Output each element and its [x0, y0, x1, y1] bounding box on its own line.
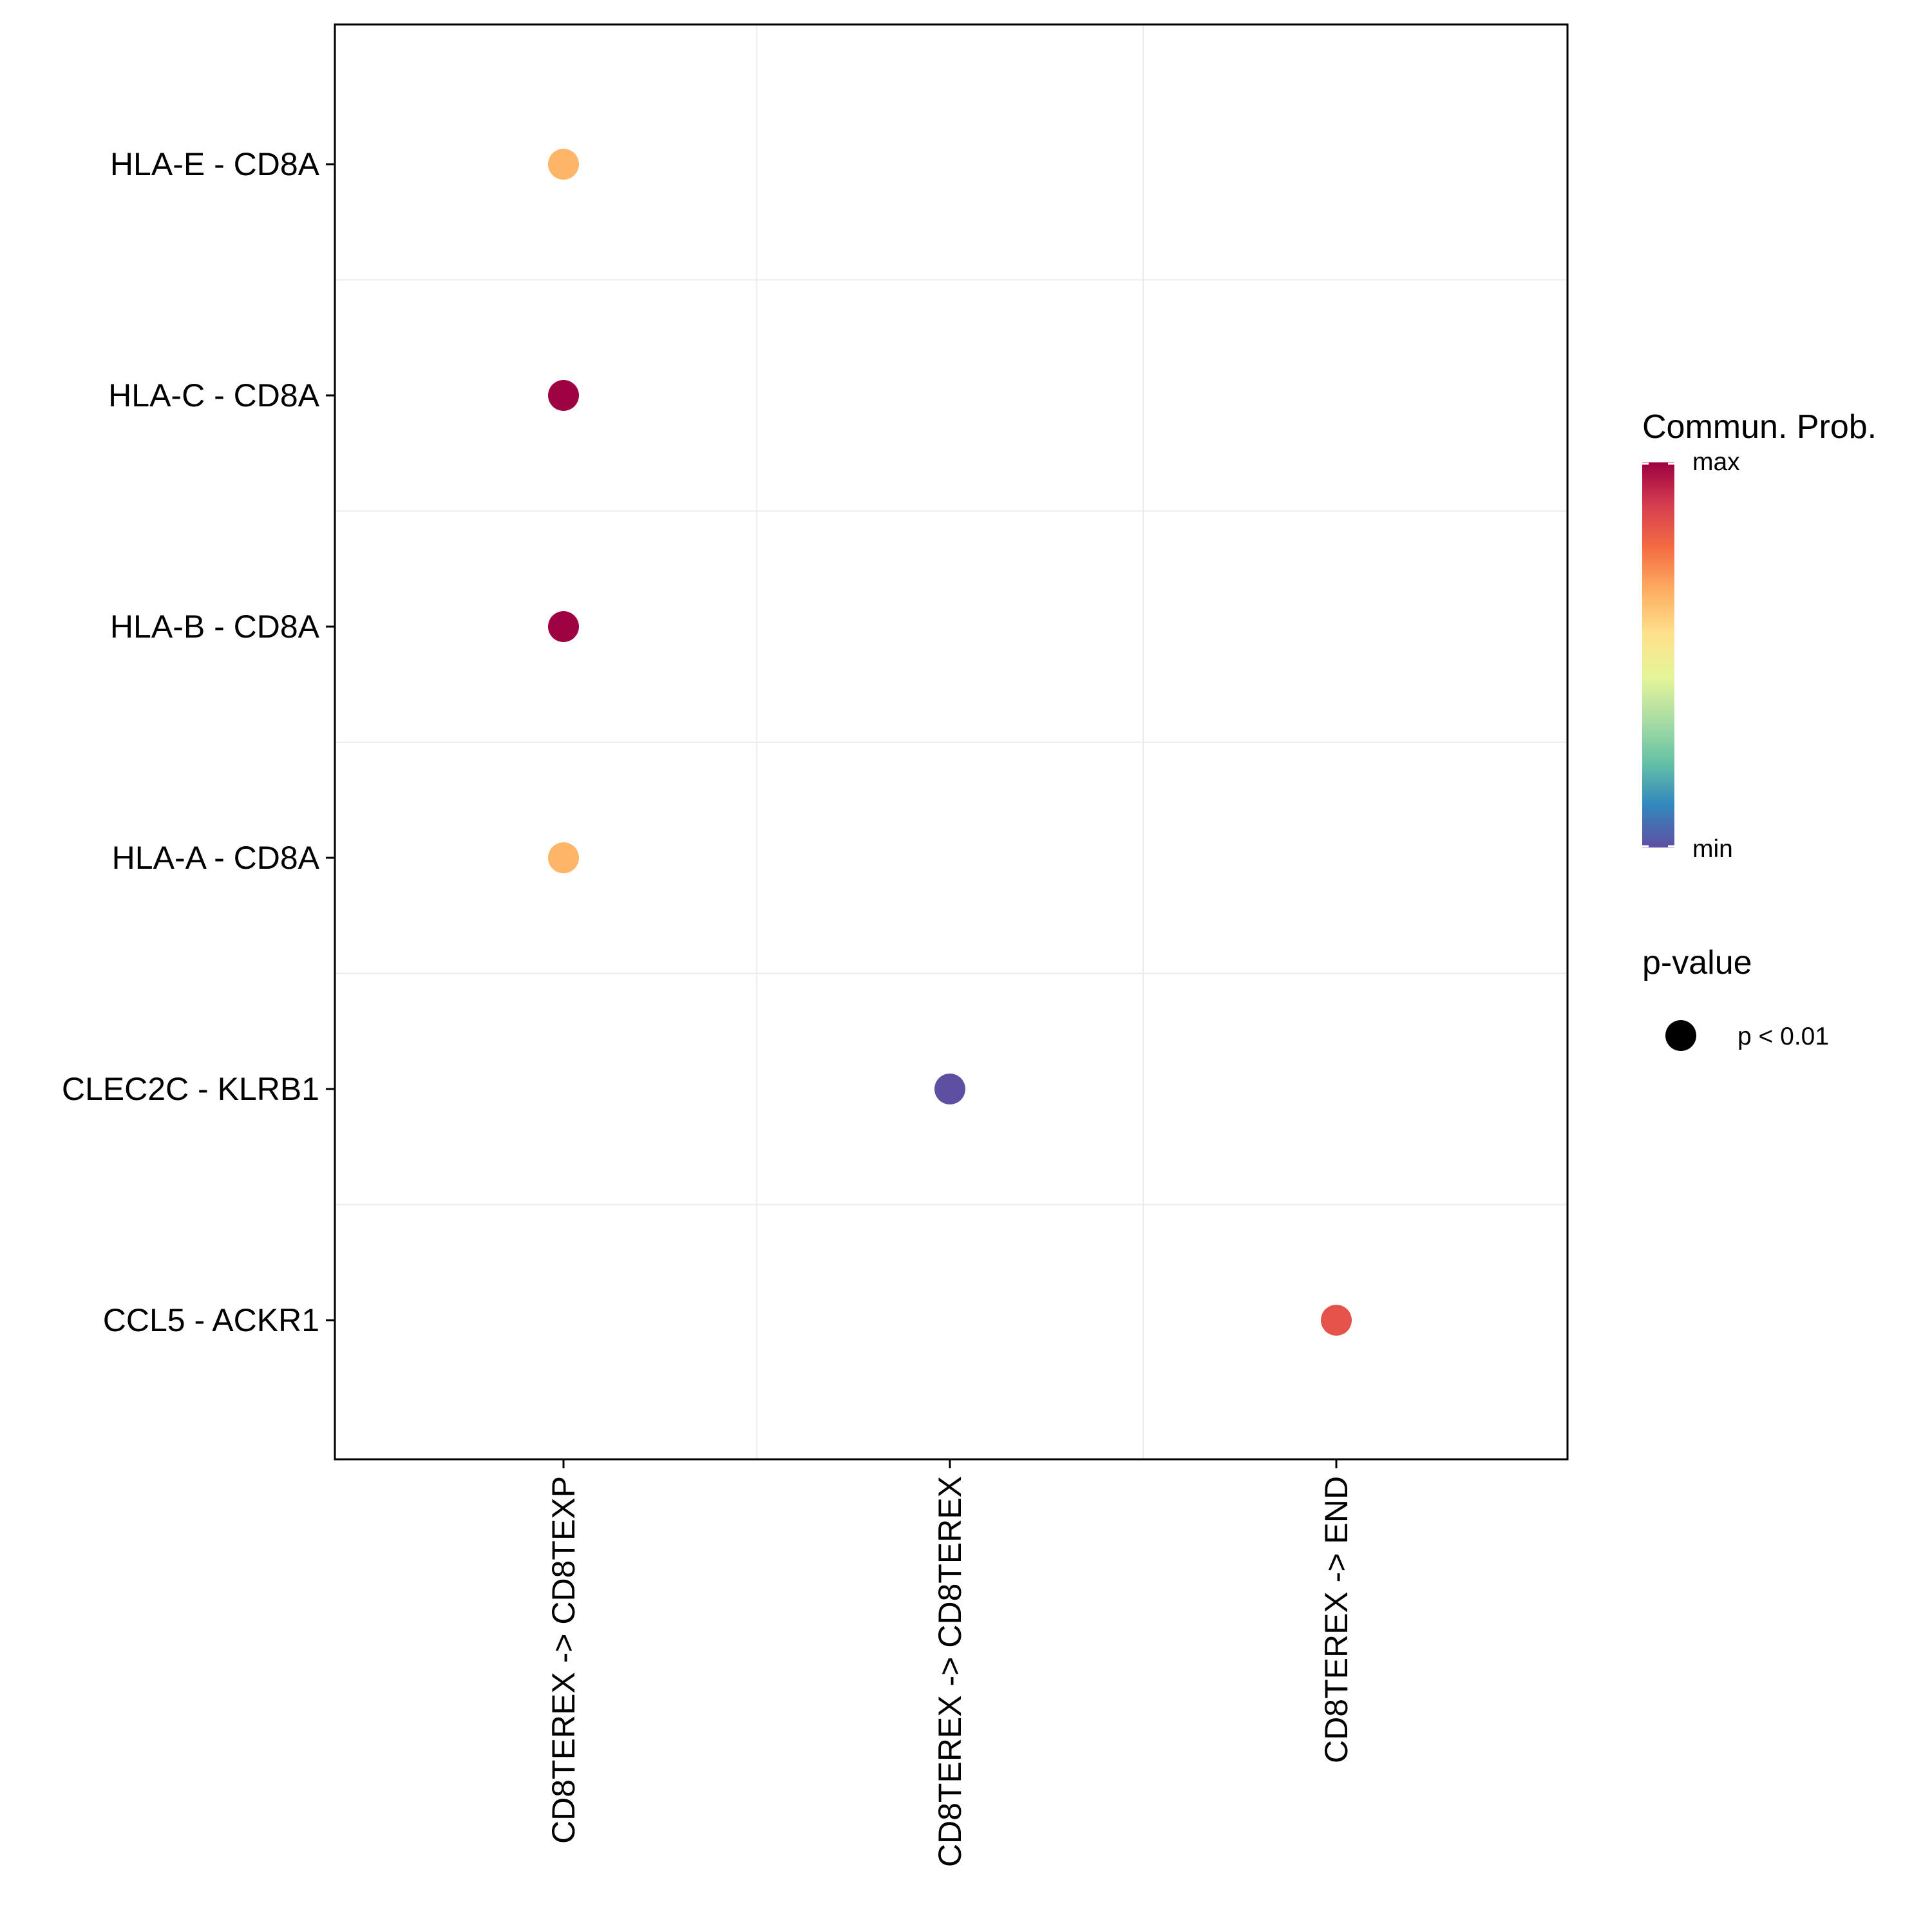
size-legend-label: p < 0.01	[1738, 1023, 1829, 1050]
color-legend-min-label: min	[1692, 835, 1733, 863]
plot-panel-border	[334, 23, 1569, 1461]
size-legend-title: p-value	[1642, 944, 1752, 981]
color-legend-title: Commun. Prob.	[1642, 408, 1877, 446]
legend: Commun. Prob. max min p-value p < 0.01	[1642, 408, 1877, 1051]
x-tick-label: CD8TEREX -> END	[1318, 1476, 1354, 1763]
y-axis: HLA-E - CD8A HLA-C - CD8A HLA-B - CD8A HLA-…	[62, 146, 335, 1338]
data-point	[548, 842, 579, 873]
y-tick-label: CCL5 - ACKR1	[103, 1302, 319, 1338]
data-point	[548, 149, 579, 180]
y-tick-label: HLA-A - CD8A	[112, 840, 320, 876]
y-tick-label: HLA-C - CD8A	[108, 377, 319, 413]
x-tick-label: CD8TEREX -> CD8TEREX	[932, 1476, 968, 1867]
gridlines	[335, 24, 1567, 1459]
data-points	[548, 149, 1352, 1336]
x-axis: CD8TEREX -> CD8TEXP CD8TEREX -> CD8TEREX C…	[545, 1459, 1354, 1867]
data-point	[1321, 1305, 1352, 1336]
color-legend-max-label: max	[1692, 448, 1740, 476]
color-legend-bar	[1642, 462, 1674, 848]
y-tick-label: HLA-E - CD8A	[110, 146, 320, 182]
y-tick-label: CLEC2C - KLRB1	[62, 1071, 319, 1107]
data-point	[548, 380, 579, 411]
data-point	[934, 1074, 965, 1104]
x-tick-label: CD8TEREX -> CD8TEXP	[545, 1476, 582, 1844]
data-point	[548, 611, 579, 642]
y-tick-label: HLA-B - CD8A	[110, 609, 320, 645]
size-legend-dot	[1665, 1020, 1696, 1051]
